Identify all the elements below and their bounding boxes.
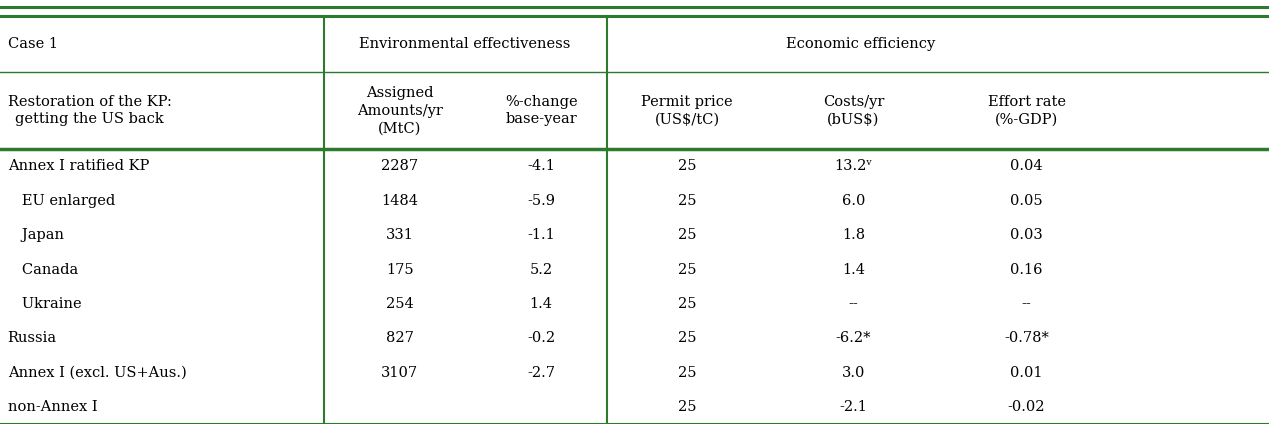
Text: -0.78*: -0.78* (1004, 331, 1049, 345)
Text: non-Annex I: non-Annex I (8, 400, 98, 414)
Text: --: -- (849, 297, 858, 311)
Text: Effort rate
(%-GDP): Effort rate (%-GDP) (987, 95, 1066, 126)
Text: 0.01: 0.01 (1010, 365, 1043, 379)
Text: -2.7: -2.7 (527, 365, 556, 379)
Text: 13.2ᵛ: 13.2ᵛ (835, 159, 872, 173)
Text: Japan: Japan (8, 228, 63, 242)
Text: %-change
base-year: %-change base-year (505, 95, 577, 126)
Text: Annex I (excl. US+Aus.): Annex I (excl. US+Aus.) (8, 365, 187, 379)
Text: 3107: 3107 (381, 365, 419, 379)
Text: Permit price
(US$/tC): Permit price (US$/tC) (641, 95, 733, 126)
Text: -6.2*: -6.2* (836, 331, 871, 345)
Text: -5.9: -5.9 (527, 194, 556, 208)
Text: 1.8: 1.8 (841, 228, 865, 242)
Text: 6.0: 6.0 (841, 194, 865, 208)
Text: -2.1: -2.1 (840, 400, 867, 414)
Text: 25: 25 (678, 365, 697, 379)
Text: 254: 254 (386, 297, 414, 311)
Text: Restoration of the KP:
getting the US back: Restoration of the KP: getting the US ba… (8, 95, 171, 126)
Text: Economic efficiency: Economic efficiency (786, 37, 935, 51)
Text: 0.05: 0.05 (1010, 194, 1043, 208)
Text: 25: 25 (678, 262, 697, 276)
Text: Ukraine: Ukraine (8, 297, 81, 311)
Text: 3.0: 3.0 (841, 365, 865, 379)
Text: 0.03: 0.03 (1010, 228, 1043, 242)
Text: 0.04: 0.04 (1010, 159, 1043, 173)
Text: --: -- (1022, 297, 1032, 311)
Text: Environmental effectiveness: Environmental effectiveness (359, 37, 571, 51)
Text: Case 1: Case 1 (8, 37, 57, 51)
Text: 25: 25 (678, 297, 697, 311)
Text: Assigned
Amounts/yr
(MtC): Assigned Amounts/yr (MtC) (357, 86, 443, 135)
Text: -0.2: -0.2 (527, 331, 556, 345)
Text: 25: 25 (678, 228, 697, 242)
Text: EU enlarged: EU enlarged (8, 194, 115, 208)
Text: 0.16: 0.16 (1010, 262, 1043, 276)
Text: 2287: 2287 (381, 159, 419, 173)
Text: -0.02: -0.02 (1008, 400, 1046, 414)
Text: 175: 175 (386, 262, 414, 276)
Text: Annex I ratified KP: Annex I ratified KP (8, 159, 148, 173)
Text: Costs/yr
(bUS$): Costs/yr (bUS$) (822, 95, 884, 126)
Text: 331: 331 (386, 228, 414, 242)
Text: Canada: Canada (8, 262, 77, 276)
Text: 5.2: 5.2 (529, 262, 553, 276)
Text: 25: 25 (678, 331, 697, 345)
Text: 827: 827 (386, 331, 414, 345)
Text: 25: 25 (678, 400, 697, 414)
Text: -1.1: -1.1 (528, 228, 555, 242)
Text: -4.1: -4.1 (528, 159, 555, 173)
Text: 1.4: 1.4 (529, 297, 553, 311)
Text: 1.4: 1.4 (841, 262, 865, 276)
Text: 1484: 1484 (381, 194, 419, 208)
Text: 25: 25 (678, 159, 697, 173)
Text: 25: 25 (678, 194, 697, 208)
Text: Russia: Russia (8, 331, 57, 345)
